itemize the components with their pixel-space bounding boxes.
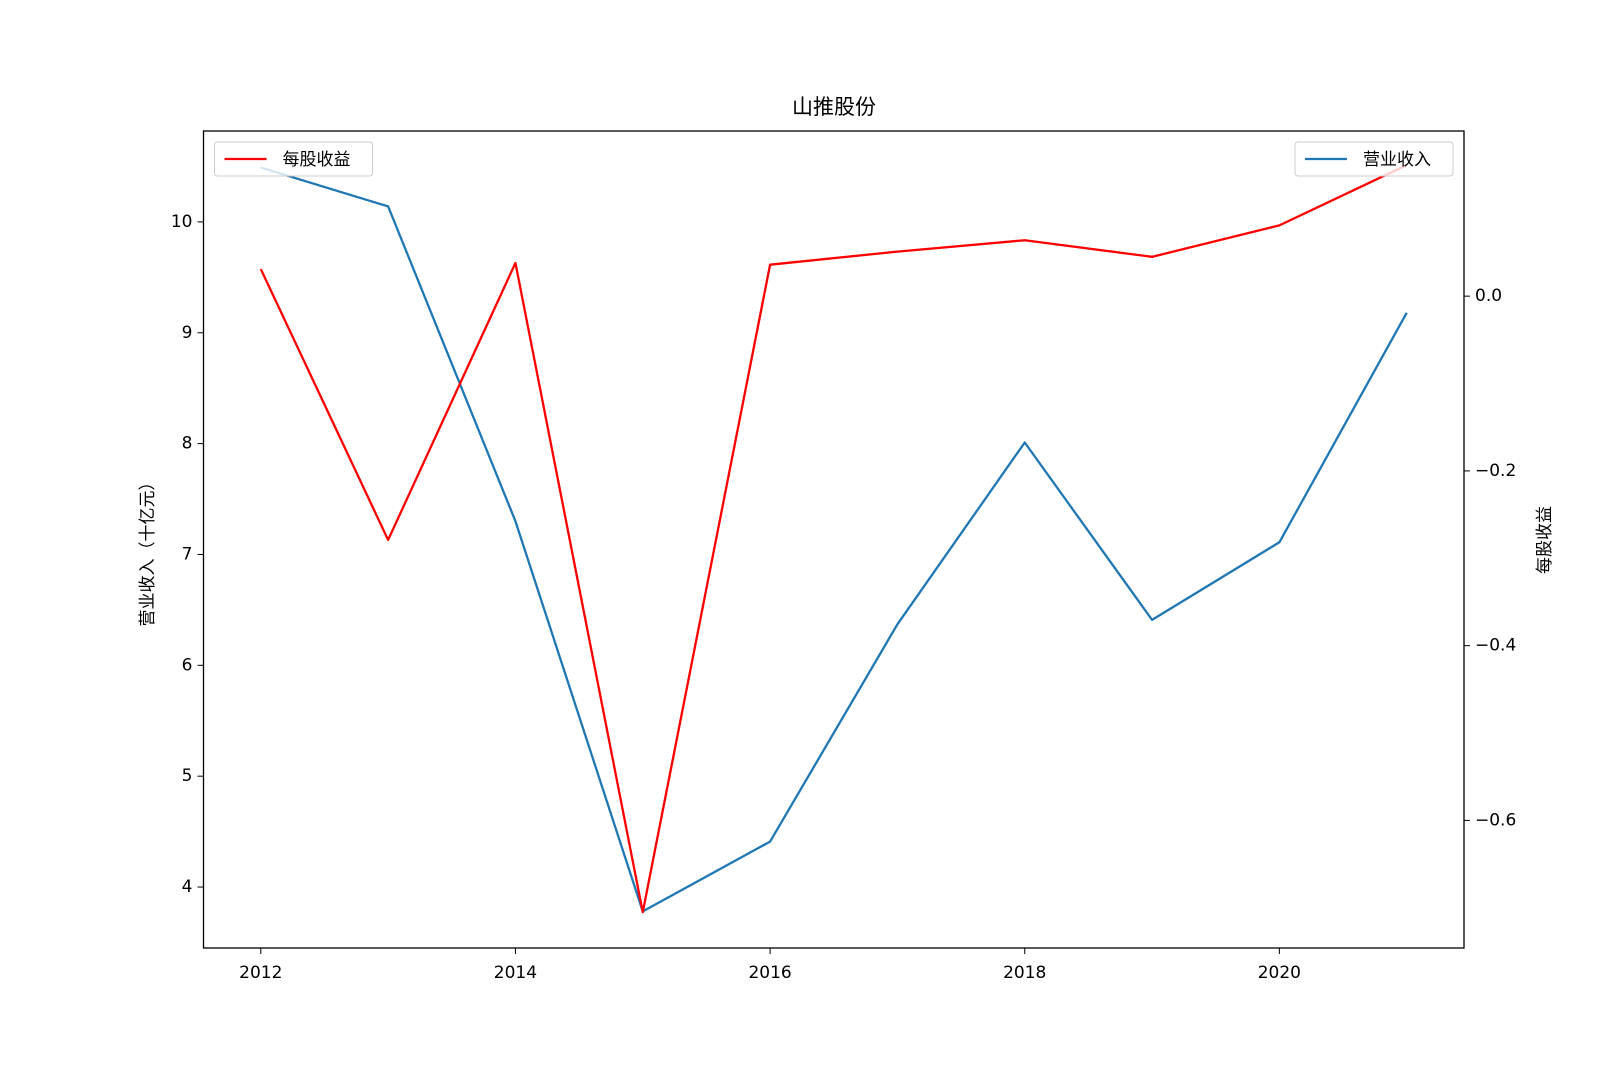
y-tick-label: 9 <box>182 323 193 343</box>
y2-tick-label: −0.6 <box>1475 810 1516 830</box>
x-tick-label: 2018 <box>1003 963 1046 983</box>
plot-frame <box>202 130 1465 949</box>
x-tick-label: 2016 <box>748 963 791 983</box>
legend-label: 营业收入 <box>1363 150 1431 170</box>
chart-title: 山推股份 <box>792 95 876 119</box>
legend-box <box>214 141 373 177</box>
y2-tick-label: −0.2 <box>1475 461 1516 481</box>
legend-box <box>1294 141 1454 177</box>
y2-tick-label: −0.4 <box>1475 636 1516 656</box>
y-axis-label: 营业收入（十亿元） <box>138 474 158 627</box>
x-tick-label: 2014 <box>494 963 537 983</box>
x-tick-label: 2020 <box>1258 963 1301 983</box>
y2-tick-label: 0.0 <box>1475 286 1502 306</box>
y-tick-label: 5 <box>182 766 193 786</box>
legend-label: 每股收益 <box>283 150 351 170</box>
series-line <box>260 166 1408 913</box>
x-tick-label: 2012 <box>239 963 282 983</box>
y-tick-label: 8 <box>182 434 193 454</box>
y-tick-label: 6 <box>182 655 193 675</box>
legend: 营业收入 <box>1294 141 1454 177</box>
y-tick-label: 7 <box>182 544 193 564</box>
series-line <box>259 164 1408 914</box>
y-tick-label: 10 <box>171 212 193 232</box>
y2-axis-label: 每股收益 <box>1535 506 1555 574</box>
y-tick-label: 4 <box>182 877 193 897</box>
legend: 每股收益 <box>214 141 373 177</box>
